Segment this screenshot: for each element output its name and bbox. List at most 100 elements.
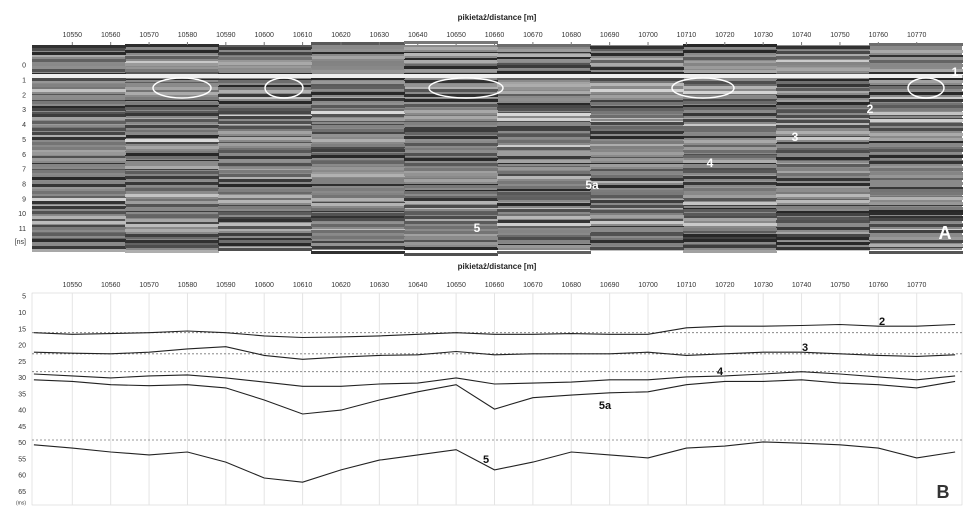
radargram-texture bbox=[683, 145, 777, 148]
radargram-texture bbox=[32, 164, 126, 167]
radargram-texture bbox=[404, 191, 498, 194]
radargram-texture bbox=[311, 77, 405, 80]
radargram-texture bbox=[125, 104, 219, 107]
radargram-texture bbox=[497, 195, 591, 198]
radargram-texture bbox=[32, 177, 126, 180]
radargram-texture bbox=[311, 125, 405, 128]
radargram-texture bbox=[590, 158, 684, 161]
radargram-texture bbox=[125, 229, 219, 232]
radargram-texture bbox=[683, 209, 777, 212]
radargram-texture bbox=[404, 136, 498, 139]
radargram-texture bbox=[869, 189, 963, 192]
radargram-texture bbox=[218, 184, 312, 187]
radargram-texture bbox=[683, 98, 777, 101]
radargram-texture bbox=[404, 66, 498, 69]
x-tick-label: 10580 bbox=[178, 282, 198, 289]
radargram-texture bbox=[32, 206, 126, 209]
radargram-texture bbox=[404, 219, 498, 222]
radargram-texture bbox=[32, 108, 126, 111]
y-tick-label: 8 bbox=[22, 181, 26, 188]
radargram-texture bbox=[869, 99, 963, 102]
series-label: 3 bbox=[802, 342, 808, 354]
radargram-texture bbox=[218, 108, 312, 111]
radargram-texture bbox=[311, 103, 405, 106]
radargram-texture bbox=[311, 81, 405, 84]
radargram-texture bbox=[218, 179, 312, 182]
x-tick-label: 10660 bbox=[485, 32, 505, 39]
radargram-texture bbox=[32, 52, 126, 55]
x-tick-label: 10550 bbox=[63, 282, 83, 289]
radargram-texture bbox=[497, 108, 591, 111]
radargram-texture bbox=[683, 105, 777, 108]
radargram-texture bbox=[590, 150, 684, 153]
radargram-texture bbox=[776, 102, 870, 105]
radargram-texture bbox=[125, 250, 219, 253]
radargram-texture bbox=[125, 56, 219, 59]
radargram-texture bbox=[776, 234, 870, 237]
radargram-texture bbox=[683, 245, 777, 248]
x-tick-label: 10620 bbox=[331, 32, 351, 39]
radargram-texture bbox=[776, 79, 870, 82]
radargram-texture bbox=[590, 136, 684, 139]
radargram-texture bbox=[32, 156, 126, 159]
radargram-texture bbox=[683, 198, 777, 201]
radargram-texture bbox=[218, 243, 312, 246]
radargram-texture bbox=[590, 111, 684, 114]
radargram-texture bbox=[590, 205, 684, 208]
radargram-texture bbox=[218, 94, 312, 97]
radargram-texture bbox=[218, 223, 312, 226]
radargram-texture bbox=[218, 156, 312, 159]
radargram-texture bbox=[590, 169, 684, 172]
radargram-texture bbox=[683, 96, 777, 99]
radargram-texture bbox=[590, 195, 684, 198]
x-tick-label: 10740 bbox=[792, 282, 812, 289]
ellipse bbox=[671, 77, 735, 99]
radargram-texture bbox=[497, 84, 591, 87]
radargram-texture bbox=[125, 119, 219, 122]
radargram-texture bbox=[311, 132, 405, 135]
radargram-texture bbox=[869, 86, 963, 89]
radargram-texture bbox=[869, 149, 963, 152]
radargram-texture bbox=[218, 45, 312, 48]
radargram-texture bbox=[311, 155, 405, 158]
radargram-texture bbox=[218, 106, 312, 109]
radargram-texture bbox=[404, 247, 498, 250]
y-tick-label: 65 bbox=[18, 489, 26, 496]
radargram-texture bbox=[32, 219, 126, 222]
radargram-texture bbox=[776, 46, 870, 49]
radargram-texture bbox=[32, 69, 126, 72]
radargram-texture bbox=[125, 153, 219, 156]
radargram-texture bbox=[869, 50, 963, 53]
radargram-texture bbox=[590, 171, 684, 174]
y-tick-label: 55 bbox=[18, 456, 26, 463]
radargram-texture bbox=[32, 191, 126, 194]
radargram-texture bbox=[683, 155, 777, 158]
radargram-texture bbox=[776, 200, 870, 203]
radargram-texture bbox=[497, 192, 591, 195]
ellipse bbox=[907, 77, 945, 99]
radargram-texture bbox=[497, 197, 591, 200]
radargram-texture bbox=[776, 178, 870, 181]
radargram-texture bbox=[683, 140, 777, 143]
radargram-texture bbox=[683, 195, 777, 198]
radargram-texture bbox=[590, 129, 684, 132]
radargram-texture bbox=[32, 106, 126, 109]
radargram-texture bbox=[776, 194, 870, 197]
radargram-texture bbox=[125, 188, 219, 191]
radargram-texture bbox=[683, 61, 777, 64]
radargram-texture bbox=[683, 107, 777, 110]
radargram-texture bbox=[32, 137, 126, 140]
radargram-texture bbox=[311, 198, 405, 201]
radargram-texture bbox=[869, 105, 963, 108]
radargram-texture bbox=[683, 193, 777, 196]
x-tick-label: 10620 bbox=[331, 282, 351, 289]
radargram-texture bbox=[218, 174, 312, 177]
radargram-texture bbox=[404, 94, 498, 97]
radargram-texture bbox=[776, 164, 870, 167]
radargram-texture bbox=[311, 86, 405, 89]
x-tick-label: 10670 bbox=[523, 32, 543, 39]
radargram-texture bbox=[404, 99, 498, 102]
radargram-texture bbox=[311, 153, 405, 156]
x-tick-label: 10560 bbox=[101, 32, 121, 39]
radargram-texture bbox=[590, 146, 684, 149]
